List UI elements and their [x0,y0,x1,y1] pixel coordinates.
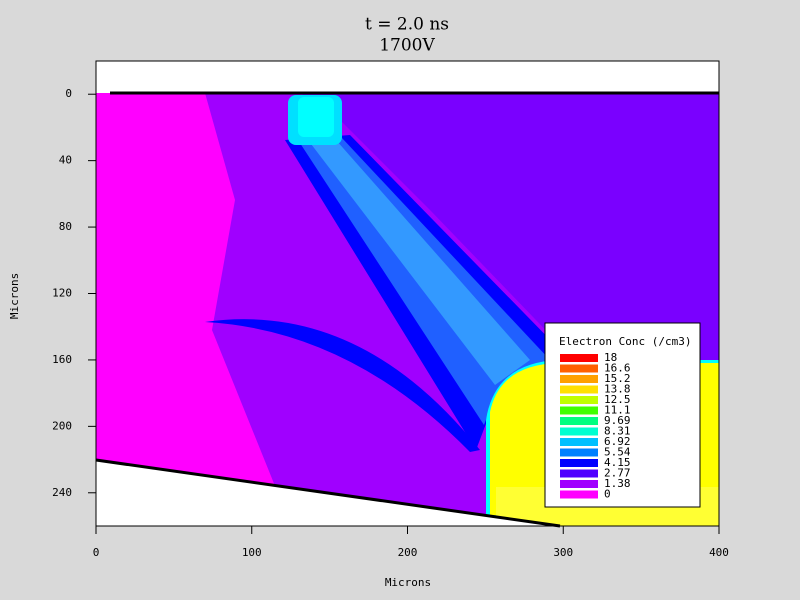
legend-label: 4.15 [604,456,631,469]
y-tick-label: 120 [52,287,72,300]
legend-label: 13.8 [604,383,631,396]
legend-swatch [560,469,598,478]
y-tick-label: 200 [52,419,72,432]
region [308,140,530,385]
legend-label: 5.54 [604,446,631,459]
legend-swatch [560,459,598,467]
legend-swatch [560,417,598,425]
legend-swatch [560,490,598,499]
x-tick-label: 400 [709,546,729,559]
region [205,319,480,452]
y-tick-label: 0 [65,87,72,100]
boundary [95,458,561,528]
legend-swatch [560,354,598,362]
legend-swatch [560,396,598,404]
legend-swatch [560,427,598,436]
legend-swatch [560,385,598,394]
legend-label: 11.1 [604,404,631,417]
legend-label: 15.2 [604,372,631,385]
legend-label: 2.77 [604,467,631,480]
legend-label: 16.6 [604,362,631,375]
y-tick-label: 40 [59,154,72,167]
x-tick-label: 300 [553,546,573,559]
legend-swatch [560,375,598,383]
y-tick-label: 160 [52,353,72,366]
region [298,97,334,137]
legend-title: Electron Conc (/cm3) [559,335,691,348]
chart-subtitle: 1700V [379,36,435,56]
legend-swatch [560,364,598,373]
y-tick-label: 240 [52,486,72,499]
legend-label: 0 [604,488,611,501]
x-tick-label: 200 [398,546,418,559]
legend-label: 12.5 [604,393,631,406]
legend-label: 18 [604,351,617,364]
legend-label: 8.31 [604,425,631,438]
y-tick-label: 80 [59,220,72,233]
y-axis-label: Microns [8,273,21,319]
legend-swatch [560,406,598,415]
legend-swatch [560,438,598,446]
legend-swatch [560,448,598,457]
x-tick-label: 0 [93,546,100,559]
legend-label: 1.38 [604,477,631,490]
legend-label: 9.69 [604,414,631,427]
x-tick-label: 100 [242,546,262,559]
chart-title: t = 2.0 ns [365,15,449,35]
legend-label: 6.92 [604,435,631,448]
region [300,93,719,362]
legend-swatch [560,480,598,488]
x-axis-label: Microns [385,576,431,589]
